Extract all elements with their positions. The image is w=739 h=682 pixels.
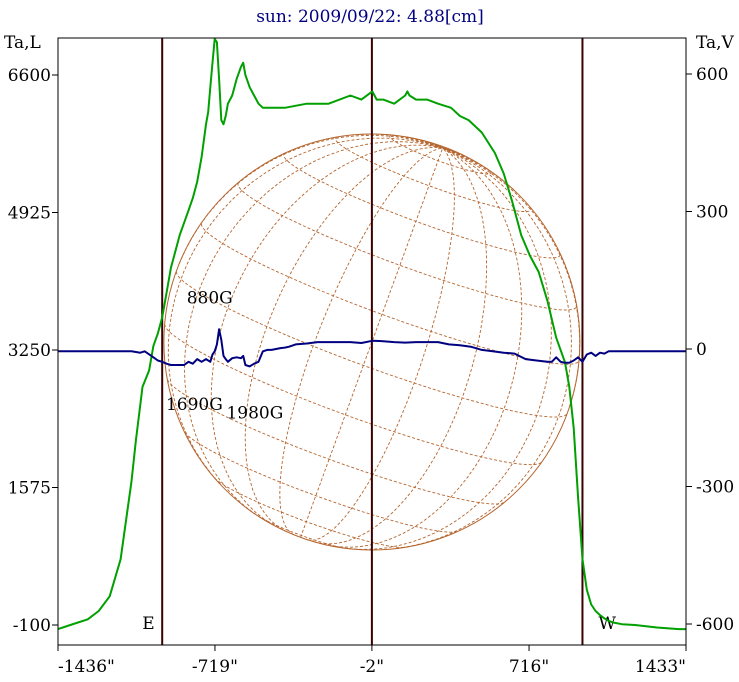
disk-meridian bbox=[442, 147, 515, 191]
disk-meridian bbox=[442, 147, 581, 407]
y-left-tick-label: 4925 bbox=[8, 204, 51, 224]
series-line-ta-l bbox=[57, 38, 686, 631]
x-ticks: -1436" -719" -2" 716" 1433" bbox=[57, 645, 687, 677]
west-limb-label: W bbox=[598, 614, 616, 634]
disk-meridian bbox=[244, 146, 443, 533]
y-left-tick-label: 3250 bbox=[8, 341, 51, 361]
y-left-tick-label: -100 bbox=[13, 616, 51, 636]
disk-meridian bbox=[349, 147, 552, 550]
series-line-ta-v bbox=[58, 328, 686, 368]
disk-meridian bbox=[279, 147, 443, 536]
x-tick-label: 1433" bbox=[635, 657, 686, 677]
disk-meridian bbox=[442, 147, 478, 164]
y-left-tick-label: 6600 bbox=[8, 66, 51, 86]
disk-parallel bbox=[164, 324, 543, 466]
annotations: 880G 1690G 1980G bbox=[166, 288, 283, 423]
chart-title: sun: 2009/09/22: 4.88[cm] bbox=[256, 7, 484, 27]
disk-meridian bbox=[178, 134, 443, 265]
disk-meridian bbox=[314, 147, 488, 545]
y-left-axis-label: Ta,L bbox=[4, 33, 41, 53]
y-right-tick-label: -300 bbox=[696, 478, 734, 498]
field-annotation: 1690G bbox=[166, 395, 223, 415]
field-annotation: 1980G bbox=[226, 403, 283, 423]
disk-parallel bbox=[200, 223, 579, 365]
disk-meridian bbox=[442, 147, 463, 156]
disk-parallel bbox=[184, 432, 457, 533]
disk-parallel bbox=[334, 136, 532, 212]
y-right-tick-label: -600 bbox=[696, 615, 734, 635]
disk-meridian bbox=[167, 137, 443, 485]
y-right-tick-label: 0 bbox=[696, 340, 707, 360]
disk-meridian bbox=[307, 147, 455, 541]
disk-parallel bbox=[283, 152, 561, 259]
y-right-tick-label: 600 bbox=[696, 65, 728, 85]
x-tick-label: -2" bbox=[360, 657, 384, 677]
disk-meridian bbox=[360, 133, 443, 149]
y-left-ticks: 6600 4925 3250 1575 -100 bbox=[8, 66, 58, 636]
disk-meridian bbox=[210, 144, 443, 526]
disk-parallel bbox=[237, 182, 578, 311]
field-annotation: 880G bbox=[187, 288, 233, 308]
east-limb-label: E bbox=[142, 614, 154, 634]
disk-meridian bbox=[396, 147, 572, 549]
disk-meridian bbox=[300, 147, 444, 538]
y-right-axis-label: Ta,V bbox=[696, 33, 735, 53]
solar-disk-grid bbox=[163, 133, 581, 551]
disk-parallel bbox=[175, 271, 568, 418]
disk-meridian bbox=[184, 141, 443, 516]
x-tick-label: -1436" bbox=[58, 657, 115, 677]
y-right-tick-label: 300 bbox=[696, 203, 728, 223]
x-tick-label: 716" bbox=[509, 657, 549, 677]
y-left-tick-label: 1575 bbox=[8, 479, 51, 499]
disk-meridian bbox=[330, 147, 523, 548]
x-tick-label: -719" bbox=[192, 657, 238, 677]
series-layer bbox=[57, 38, 686, 631]
y-right-ticks: 600 300 0 -300 -600 bbox=[686, 65, 734, 635]
disk-parallel bbox=[167, 379, 505, 505]
